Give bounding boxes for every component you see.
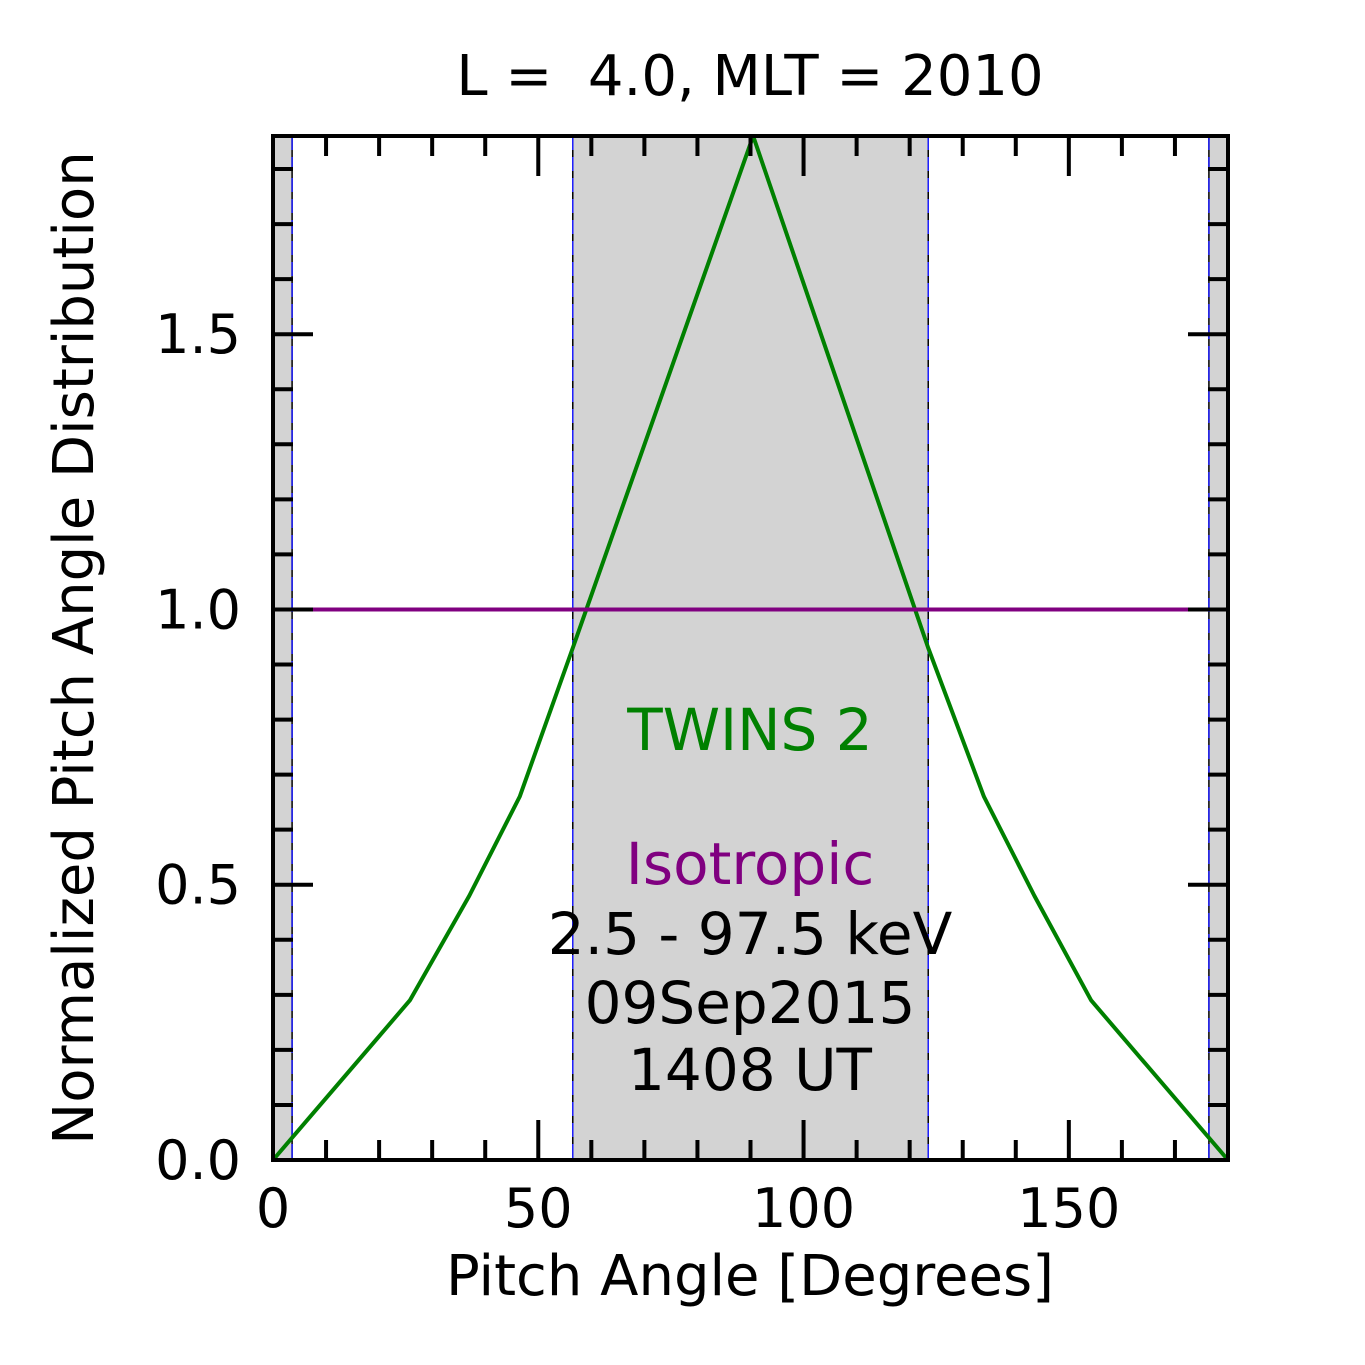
x-tick-label: 50	[504, 1177, 573, 1240]
shaded-region-2	[1208, 136, 1228, 1160]
annotation-isotropic: Isotropic	[626, 830, 874, 898]
x-tick-label: 0	[256, 1177, 290, 1240]
y-tick-label: 0.5	[155, 854, 241, 917]
y-tick-label: 0.0	[155, 1129, 241, 1192]
y-axis-label: Normalized Pitch Angle Distribution	[42, 151, 107, 1144]
x-tick-label: 150	[1017, 1177, 1120, 1240]
y-tick-label: 1.5	[155, 303, 241, 366]
chart-title: L = 4.0, MLT = 2010	[456, 44, 1043, 109]
x-tick-label: 100	[752, 1177, 855, 1240]
y-tick-labels: 0.0 0.5 1.0 1.5	[155, 303, 241, 1192]
annotation-time: 1408 UT	[628, 1036, 872, 1104]
plot-frame	[271, 134, 1230, 1162]
shaded-region-0	[273, 136, 293, 1160]
annotation-block: TWINS 2 Isotropic 2.5 - 97.5 keV 09Sep20…	[548, 696, 953, 1104]
annotation-twins: TWINS 2	[626, 696, 872, 764]
annotation-date: 09Sep2015	[585, 969, 916, 1037]
annotation-energy: 2.5 - 97.5 keV	[548, 900, 953, 968]
shaded-regions	[273, 136, 1228, 1160]
x-tick-labels: 0 50 100 150	[256, 1177, 1121, 1240]
x-axis-label: Pitch Angle [Degrees]	[446, 1244, 1054, 1309]
shaded-region-1	[572, 136, 929, 1160]
y-tick-label: 1.0	[155, 578, 241, 641]
